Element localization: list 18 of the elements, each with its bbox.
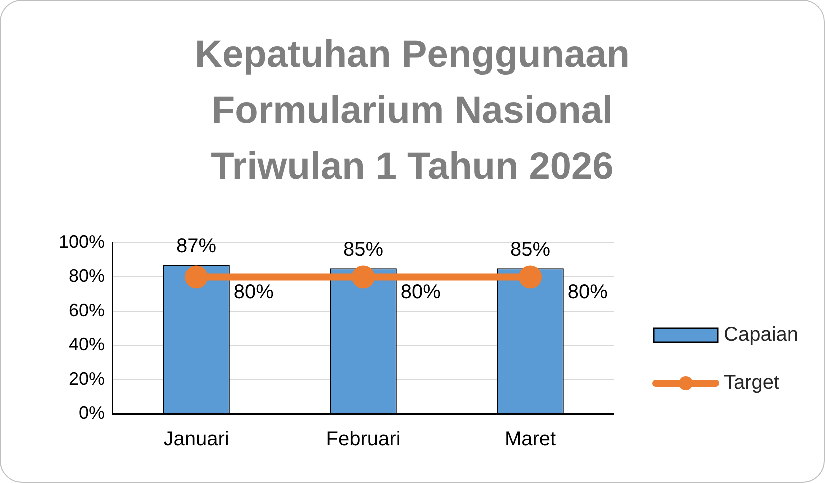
x-tick-label: Maret [504, 428, 557, 451]
chart-title: Kepatuhan Penggunaan Formularium Nasional Triwulan 1 Tahun 2026 [194, 33, 631, 190]
data-label: 87% [176, 236, 217, 258]
y-tick-label: 100% [58, 232, 106, 252]
y-tick-label: 40% [69, 334, 106, 355]
data-label: 80% [568, 282, 608, 304]
x-tick-label: Januari [164, 428, 230, 451]
data-label: 80% [400, 282, 442, 304]
data-label: 80% [234, 282, 274, 304]
y-tick-label: 20% [69, 368, 106, 389]
data-label: 85% [510, 239, 551, 262]
y-tick-label: 60% [69, 300, 106, 320]
legend-label: Capaian [724, 324, 799, 346]
data-label: 85% [344, 239, 384, 262]
x-tick-label: Februari [326, 428, 401, 451]
y-tick-label: 0% [79, 402, 106, 423]
legend-label: Target [724, 372, 780, 394]
y-tick-label: 80% [69, 266, 106, 286]
